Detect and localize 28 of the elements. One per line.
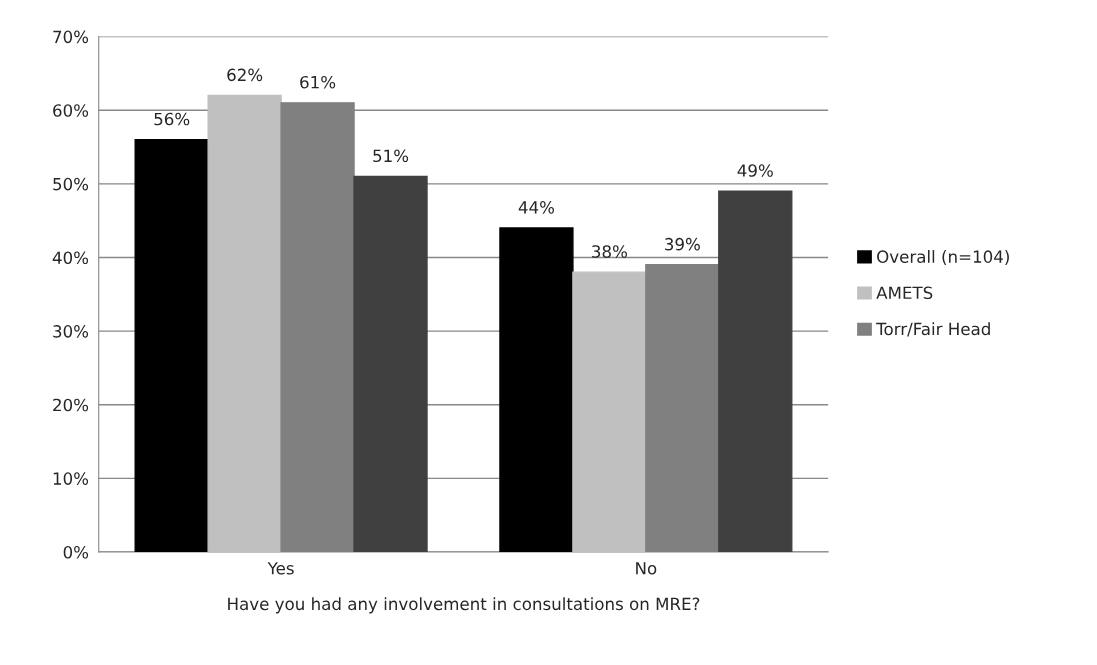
- y-tick-label: 50%: [53, 177, 89, 191]
- bar: [572, 271, 647, 552]
- y-tick-label: 20%: [53, 398, 89, 412]
- text: 62%: [227, 68, 263, 82]
- legend-label: AMETS: [876, 286, 933, 300]
- x-tick-label: Yes: [267, 562, 294, 575]
- y-tick-label: 60%: [53, 104, 89, 117]
- legend-label: Overall (n=104): [877, 250, 1009, 265]
- bar: [134, 138, 209, 552]
- text: 39%: [665, 237, 700, 251]
- text: 44%: [518, 201, 555, 214]
- bar: [207, 94, 282, 552]
- legend-label: Torr/Fair Head: [876, 322, 990, 337]
- text: 56%: [154, 112, 190, 126]
- text: 49%: [737, 164, 773, 177]
- text: 38%: [592, 245, 627, 258]
- bar: [499, 227, 574, 552]
- bar: [718, 190, 793, 552]
- y-tick-label: 40%: [52, 251, 89, 265]
- y-tick-label: 0%: [63, 545, 89, 559]
- text: 51%: [373, 149, 409, 163]
- bar: [353, 175, 428, 552]
- x-tick-label: No: [636, 562, 657, 575]
- x-axis-title: Have you had any involvement in consultations on MRE?: [228, 597, 700, 614]
- y-tick-label: 70%: [53, 30, 89, 44]
- text: 61%: [300, 75, 336, 89]
- y-tick-label: 30%: [53, 325, 89, 338]
- y-tick-label: 10%: [53, 472, 89, 485]
